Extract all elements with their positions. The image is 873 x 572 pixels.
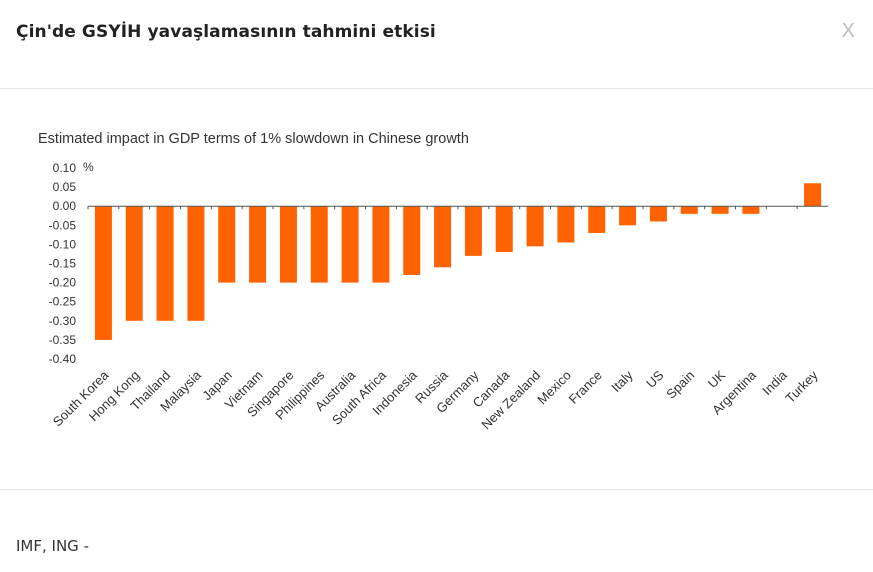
bar <box>588 206 606 233</box>
y-tick-label: -0.25 <box>49 295 77 309</box>
dialog-title: Çin'de GSYİH yavaşlamasının tahmini etki… <box>16 22 436 42</box>
y-tick-label: -0.35 <box>49 333 77 347</box>
bar <box>125 206 143 321</box>
x-tick-label: Spain <box>663 368 697 402</box>
x-tick-label: Turkey <box>782 367 821 406</box>
chart-area: Estimated impact in GDP terms of 1% slow… <box>0 89 873 489</box>
y-unit-label: % <box>83 160 94 174</box>
y-tick-label: -0.10 <box>49 237 77 251</box>
bar <box>495 206 513 253</box>
close-icon[interactable]: X <box>841 20 855 42</box>
bar <box>310 206 328 283</box>
y-tick-label: -0.05 <box>49 218 77 232</box>
bar <box>649 206 667 222</box>
bar <box>187 206 205 321</box>
chart-title: Estimated impact in GDP terms of 1% slow… <box>38 131 469 147</box>
bar <box>804 183 822 207</box>
y-tick-label: 0.05 <box>53 180 77 194</box>
bar <box>372 206 390 283</box>
x-tick-label: Italy <box>608 367 636 395</box>
y-tick-label: 0.10 <box>53 161 77 175</box>
bar <box>156 206 174 321</box>
x-tick-label: US <box>643 367 667 391</box>
bar <box>557 206 575 243</box>
bar <box>680 206 698 214</box>
bar <box>249 206 267 283</box>
x-tick-label: UK <box>705 367 729 391</box>
bar <box>279 206 297 283</box>
bar <box>94 206 112 340</box>
y-tick-label: -0.15 <box>49 257 77 271</box>
bars <box>87 183 822 340</box>
y-tick-label: -0.20 <box>49 276 77 290</box>
bar <box>464 206 482 256</box>
y-tick-label: 0.00 <box>53 199 77 213</box>
y-tick-label: -0.40 <box>49 352 77 366</box>
bar <box>403 206 421 275</box>
source-text: IMF, ING - <box>16 537 89 555</box>
x-tick-label: France <box>566 368 605 407</box>
bar <box>711 206 729 214</box>
bar-chart: Estimated impact in GDP terms of 1% slow… <box>38 131 828 432</box>
y-axis-ticks: 0.10 0.05 0.00 -0.05 -0.10 -0.15 -0.20 -0.25 -0.… <box>49 161 77 366</box>
bar <box>434 206 452 268</box>
footer-divider <box>0 489 873 490</box>
bar <box>619 206 637 226</box>
y-tick-label: -0.30 <box>49 314 77 328</box>
bar <box>742 206 760 214</box>
bar <box>218 206 236 283</box>
bar <box>526 206 544 247</box>
bar <box>341 206 359 283</box>
x-tick-label: Mexico <box>534 368 574 408</box>
dialog-header: Çin'de GSYİH yavaşlamasının tahmini etki… <box>0 0 873 89</box>
